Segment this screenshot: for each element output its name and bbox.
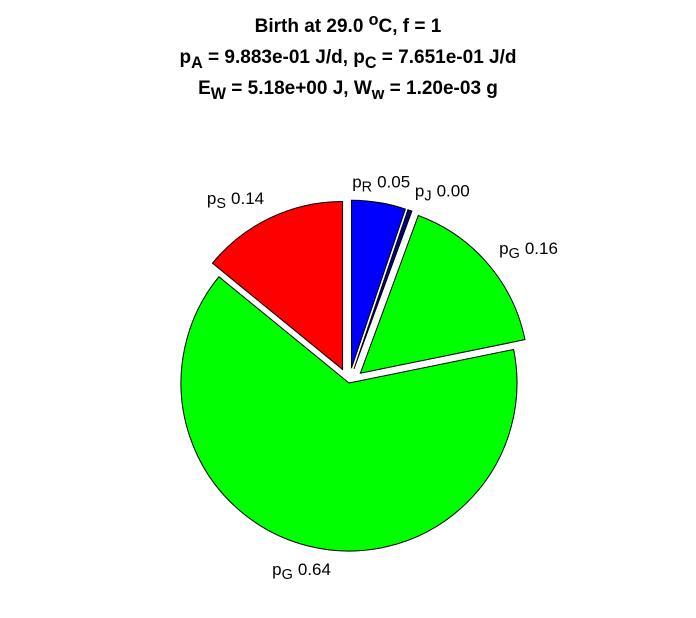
text-part: C, f = 1 (379, 16, 442, 37)
text-part: p (415, 181, 424, 200)
text-part: = 5.18e+00 J, W (226, 78, 372, 99)
chart-title: pA = 9.883e-01 J/d, pC = 7.651e-01 J/d (179, 47, 516, 72)
slice-value: 0.00 (437, 181, 470, 200)
subscript: J (424, 188, 431, 204)
slice-label: pG 0.16 (499, 239, 558, 262)
slice-label: pG 0.64 (272, 560, 331, 583)
pie-slice (353, 209, 413, 370)
slice-value: 0.16 (525, 239, 558, 258)
text-part: = 7.651e-01 J/d (377, 47, 517, 68)
text-part: p (179, 47, 191, 68)
chart-title: Birth at 29.0 oC, f = 1 (255, 11, 442, 37)
subscript: w (371, 85, 385, 103)
slice-label: pR 0.05 (352, 173, 410, 196)
pie-slice (180, 276, 518, 552)
subscript: A (191, 54, 203, 72)
pie-slice (211, 200, 344, 371)
text-part: Birth at 29.0 (255, 16, 369, 37)
supscript: o (369, 11, 379, 29)
text-part: p (272, 560, 281, 579)
text-part: p (499, 239, 508, 258)
subscript: S (216, 196, 226, 212)
text-part: = 9.883e-01 J/d, p (203, 47, 365, 68)
slice-label: pS 0.14 (207, 189, 264, 212)
slice-label: pJ 0.00 (415, 181, 470, 204)
subscript: G (509, 246, 520, 262)
text-part: p (207, 189, 216, 208)
subscript: W (211, 85, 227, 103)
text-part: E (198, 78, 211, 99)
slice-value: 0.05 (377, 173, 410, 192)
pie-slice (359, 214, 526, 374)
subscript: R (362, 180, 372, 196)
slice-value: 0.14 (231, 189, 264, 208)
chart-title: EW = 5.18e+00 J, Ww = 1.20e-03 g (198, 78, 498, 103)
text-part: = 1.20e-03 g (384, 78, 498, 99)
subscript: C (365, 54, 377, 72)
slice-value: 0.64 (298, 560, 331, 579)
text-part: p (352, 173, 361, 192)
subscript: G (282, 567, 293, 583)
pie-slice (350, 199, 406, 369)
